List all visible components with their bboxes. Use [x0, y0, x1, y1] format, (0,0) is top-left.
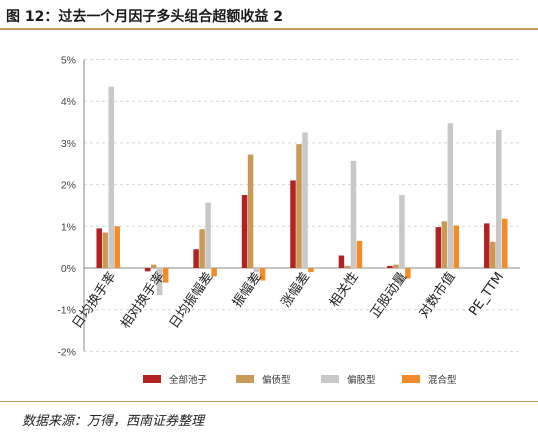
bar — [453, 225, 460, 268]
y-tick-label: 2% — [61, 180, 76, 192]
category-label: PE_TTM — [466, 270, 507, 319]
bar — [502, 218, 508, 268]
axis — [83, 59, 520, 352]
bar — [205, 202, 211, 268]
y-tick-label: 4% — [61, 96, 76, 108]
bar — [199, 229, 205, 268]
legend-label: 混合型 — [428, 374, 457, 386]
y-tick-label: 3% — [61, 138, 76, 150]
bars — [96, 86, 508, 296]
bar — [114, 226, 120, 268]
bar — [247, 154, 254, 268]
y-tick-label: 5% — [61, 55, 76, 67]
category-label: 相关性 — [327, 270, 362, 311]
legend-label: 全部池子 — [169, 374, 208, 386]
bar — [259, 268, 266, 281]
bar — [96, 228, 102, 268]
bar — [484, 223, 490, 268]
legend-label: 偏债型 — [262, 374, 291, 386]
bar — [435, 227, 442, 268]
y-tick-label: 0% — [61, 263, 76, 275]
legend-label: 偏股型 — [347, 374, 376, 386]
bar — [350, 160, 357, 268]
category-label: 相对换手率 — [118, 269, 168, 331]
bar — [387, 265, 393, 268]
bar — [356, 240, 363, 268]
bar — [302, 132, 308, 268]
category-label: 日均换手率 — [69, 269, 119, 331]
bar — [441, 221, 448, 268]
bar — [296, 144, 302, 268]
bar — [144, 268, 151, 272]
source-note: 数据来源：万得，西南证券整理 — [22, 414, 205, 429]
bar — [405, 268, 411, 279]
bar — [150, 264, 157, 268]
legend-swatch — [143, 375, 161, 383]
bar — [496, 129, 502, 268]
legend-swatch — [402, 375, 420, 383]
source-divider — [0, 401, 538, 402]
bar — [490, 241, 496, 268]
category-label: 正股动量 — [368, 270, 410, 321]
bar — [241, 195, 248, 268]
bar — [393, 264, 399, 268]
y-tick-label: -1% — [57, 305, 76, 317]
chart-title: 图 12：过去一个月因子多头组合超额收益 2 — [6, 9, 283, 25]
bar — [338, 255, 345, 268]
category-label: 振幅差 — [230, 270, 265, 311]
bar — [193, 249, 199, 268]
legend-swatch — [321, 375, 339, 383]
bar — [399, 195, 405, 268]
bar — [308, 268, 314, 273]
category-label: 对数市值 — [416, 269, 459, 321]
bar — [344, 265, 351, 268]
y-tick-label: -2% — [57, 346, 76, 358]
bar — [162, 268, 169, 283]
bar — [211, 268, 217, 277]
category-label: 日均振幅差 — [167, 270, 217, 332]
bar — [102, 232, 108, 268]
grid: -2% -1% 0% 1% 2% 3% 4% 5% — [57, 55, 520, 358]
bar — [447, 123, 454, 269]
category-label: 涨幅差 — [279, 270, 314, 311]
bar — [290, 180, 296, 268]
bar — [253, 268, 260, 273]
y-tick-label: 1% — [61, 221, 76, 233]
bar — [156, 268, 163, 296]
bar — [108, 86, 114, 268]
legend: 全部池子 偏债型 偏股型 混合型 — [143, 374, 457, 386]
legend-swatch — [236, 375, 254, 383]
title-divider — [0, 28, 538, 30]
